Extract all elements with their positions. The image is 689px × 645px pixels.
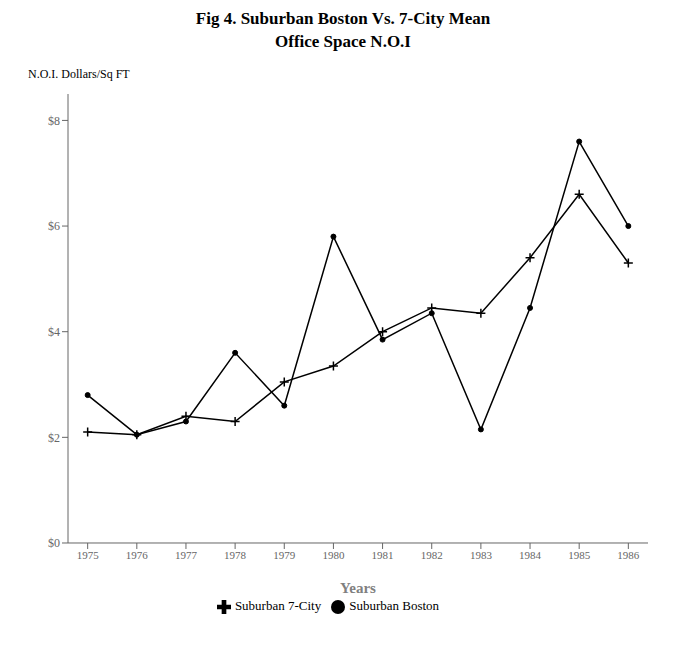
svg-text:Years: Years — [340, 580, 376, 596]
svg-text:$8: $8 — [48, 114, 60, 128]
svg-text:1975: 1975 — [77, 549, 100, 561]
svg-text:$4: $4 — [48, 325, 60, 339]
svg-text:1980: 1980 — [322, 549, 345, 561]
html-text:Fig 4. Suburban Boston Vs. 7-C: Fig 4. Suburban Boston Vs. 7-City Mean O… — [195, 9, 491, 51]
html-text:Suburban Boston: Suburban Boston — [349, 598, 440, 613]
svg-text:1984: 1984 — [519, 549, 542, 561]
svg-text:1976: 1976 — [126, 549, 149, 561]
svg-text:$6: $6 — [48, 219, 60, 233]
svg-text:$0: $0 — [48, 536, 60, 550]
svg-text:1979: 1979 — [273, 549, 296, 561]
svg-text:1983: 1983 — [470, 549, 493, 561]
svg-text:1977: 1977 — [175, 549, 198, 561]
html-text:Suburban 7-City: Suburban 7-City — [234, 598, 322, 613]
html-text:N.O.I. Dollars/Sq FT: N.O.I. Dollars/Sq FT — [28, 67, 130, 81]
svg-text:1986: 1986 — [617, 549, 640, 561]
svg-text:1978: 1978 — [224, 549, 247, 561]
svg-text:1981: 1981 — [372, 549, 394, 561]
svg-text:1982: 1982 — [421, 549, 443, 561]
svg-text:1985: 1985 — [568, 549, 591, 561]
svg-text:$2: $2 — [48, 431, 60, 445]
